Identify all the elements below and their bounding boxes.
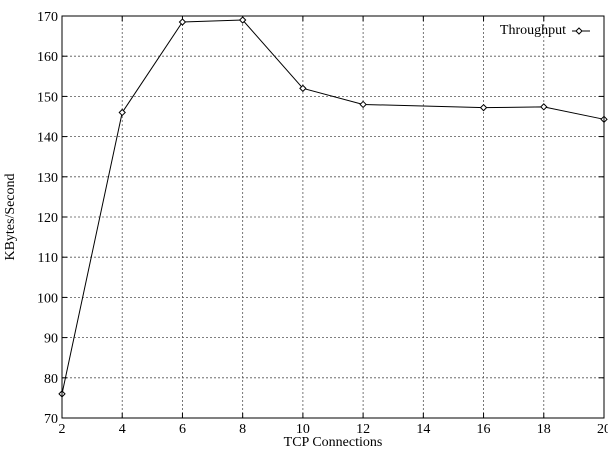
y-tick-label: 150	[37, 90, 58, 105]
x-tick-label: 14	[416, 422, 430, 437]
x-tick-label: 18	[537, 422, 551, 437]
y-tick-label: 140	[37, 131, 58, 146]
x-tick-labels: 2 4 6 8 10 12 14 16 18 20	[59, 422, 608, 437]
x-tick-label: 20	[597, 422, 608, 437]
y-tick-labels: 70 80 90 100 110 120 130 140 150 160 170	[37, 10, 58, 427]
data-point	[118, 108, 126, 117]
grid-lines	[62, 16, 604, 418]
x-tick-label: 12	[356, 422, 370, 437]
x-tick-label: 6	[179, 422, 186, 437]
plot-frame	[61, 15, 605, 419]
x-axis-label: TCP Connections	[284, 435, 383, 449]
y-tick-label: 130	[37, 171, 58, 186]
y-tick-label: 110	[38, 251, 58, 266]
legend-marker-throughput	[575, 27, 583, 35]
series-throughput	[58, 16, 608, 398]
y-tick-label: 70	[44, 412, 58, 427]
x-tick-label: 4	[119, 422, 126, 437]
x-tick-label: 8	[239, 422, 246, 437]
data-point	[359, 100, 367, 109]
y-tick-label: 170	[37, 10, 58, 25]
data-point	[299, 84, 307, 93]
x-tick-label: 2	[59, 422, 66, 437]
data-point	[479, 103, 488, 112]
y-tick-label: 80	[44, 372, 58, 387]
data-point	[238, 16, 247, 24]
y-tick-label: 120	[37, 211, 58, 226]
y-axis-label: KBytes/Second	[3, 173, 18, 260]
y-tick-label: 160	[37, 50, 58, 65]
x-tick-label: 10	[296, 422, 310, 437]
y-tick-label: 90	[44, 332, 58, 347]
legend: Throughput	[500, 23, 590, 38]
y-tick-label: 100	[37, 291, 58, 306]
x-tick-label: 16	[477, 422, 491, 437]
legend-label-throughput: Throughput	[500, 23, 566, 38]
data-point	[178, 18, 187, 26]
data-point	[540, 103, 548, 111]
